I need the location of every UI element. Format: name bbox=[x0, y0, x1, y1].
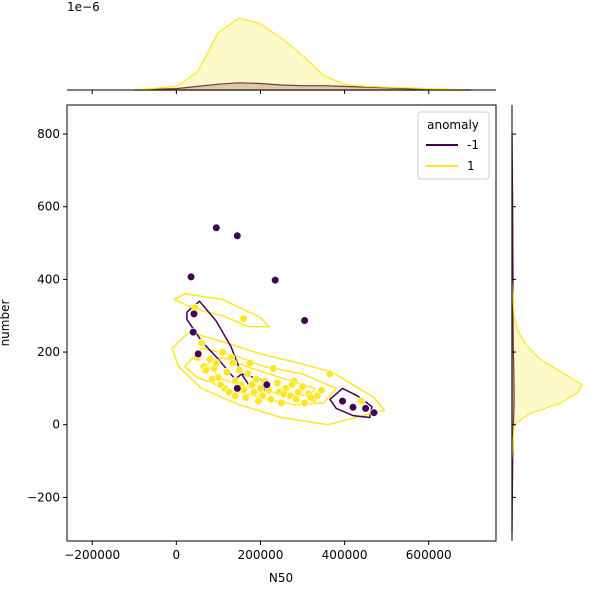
scatter-point-pos1-25 bbox=[266, 395, 276, 404]
top-marginal-density-neg1 bbox=[134, 82, 471, 91]
right-marginal-density-pos1 bbox=[511, 134, 583, 534]
scatter-point-pos1-1 bbox=[239, 314, 248, 323]
scatter-point-pos1-52 bbox=[287, 380, 297, 389]
y-tick-label-4: 600 bbox=[37, 200, 60, 214]
x-tick-label-2: 200000 bbox=[238, 548, 284, 562]
top-marginal-panel: 1e−6 bbox=[67, 0, 496, 91]
x-tick-label-3: 400000 bbox=[322, 548, 368, 562]
scatter-point-pos1-29 bbox=[277, 398, 286, 408]
joint-plot-area: −200000 0 200000 400000 600000 −200 0 200 400 60… bbox=[27, 90, 516, 562]
scatter-point-pos1-5 bbox=[205, 355, 215, 364]
scatter-point-pos1-9 bbox=[222, 367, 231, 377]
kde-contour-pos1-3 bbox=[173, 293, 270, 328]
scatter-point-neg1-5 bbox=[189, 309, 199, 319]
scatter-point-pos1-19 bbox=[250, 387, 259, 397]
scatter-point-neg1-3 bbox=[187, 272, 196, 282]
scatter-point-pos1-22 bbox=[258, 391, 267, 400]
x-axis-label: N50 bbox=[269, 571, 293, 585]
scatter-point-pos1-26 bbox=[269, 364, 278, 373]
scatter-point-neg1-12 bbox=[361, 404, 370, 413]
scatter-point-neg1-2 bbox=[271, 276, 280, 285]
scatter-point-neg1-0 bbox=[212, 223, 221, 232]
x-tick-label-0: −200000 bbox=[64, 548, 120, 562]
scatter-point-pos1-44 bbox=[201, 366, 210, 375]
legend-title: anomaly bbox=[427, 118, 479, 132]
scatter-point-pos1-17 bbox=[245, 358, 255, 368]
scatter-point-neg1-10 bbox=[338, 397, 347, 406]
kde-contour-pos1-0 bbox=[171, 331, 386, 426]
top-marginal-offset-text: 1e−6 bbox=[67, 0, 100, 14]
scatter-point-pos1-50 bbox=[254, 397, 263, 406]
legend-label-pos1: 1 bbox=[467, 159, 475, 173]
scatter-point-neg1-13 bbox=[369, 408, 379, 417]
scatter-point-neg1-8 bbox=[233, 384, 242, 393]
scatter-point-pos1-53 bbox=[306, 393, 316, 402]
y-tick-label-3: 400 bbox=[37, 272, 60, 286]
scatter-point-neg1-4 bbox=[300, 316, 309, 325]
scatter-point-neg1-1 bbox=[233, 231, 242, 240]
scatter-point-pos1-27 bbox=[273, 378, 282, 388]
scatter-point-pos1-45 bbox=[208, 375, 217, 384]
scatter-point-pos1-43 bbox=[212, 358, 221, 368]
plot-frame bbox=[66, 104, 497, 542]
scatter-point-pos1-42 bbox=[357, 397, 366, 406]
scatter-point-pos1-48 bbox=[231, 391, 240, 400]
scatter-point-pos1-34 bbox=[294, 387, 303, 397]
scatter-point-pos1-51 bbox=[279, 389, 288, 399]
y-tick-label-1: 0 bbox=[52, 418, 60, 432]
scatter-point-pos1-35 bbox=[298, 382, 307, 391]
scatter-point-pos1-8 bbox=[218, 348, 227, 357]
scatter-point-neg1-7 bbox=[194, 349, 203, 359]
scatter-point-pos1-47 bbox=[224, 387, 233, 397]
x-tick-label-1: 0 bbox=[173, 548, 181, 562]
scatter-point-pos1-13 bbox=[235, 366, 244, 375]
scatter-point-pos1-2 bbox=[197, 338, 206, 348]
scatter-point-pos1-36 bbox=[300, 398, 309, 408]
legend: anomaly -1 1 bbox=[417, 111, 490, 180]
scatter-point-neg1-6 bbox=[189, 328, 198, 337]
scatter-point-pos1-40 bbox=[317, 386, 326, 395]
legend-label-neg1: -1 bbox=[467, 138, 479, 152]
top-marginal-density-pos1 bbox=[134, 17, 471, 91]
y-tick-label-2: 200 bbox=[37, 345, 60, 359]
scatter-point-pos1-20 bbox=[252, 375, 261, 384]
x-tick-label-4: 600000 bbox=[406, 548, 452, 562]
scatter-point-pos1-41 bbox=[325, 369, 335, 379]
y-tick-label-5: 800 bbox=[37, 127, 60, 141]
scatter-point-neg1-11 bbox=[348, 403, 358, 412]
right-marginal-panel bbox=[511, 105, 583, 541]
y-axis-label: number bbox=[0, 300, 12, 347]
y-tick-label-0: −200 bbox=[27, 490, 60, 504]
scatter-point-neg1-9 bbox=[262, 380, 271, 389]
scatter-point-pos1-11 bbox=[229, 358, 238, 368]
scatter-point-pos1-33 bbox=[292, 395, 301, 404]
scatter-point-pos1-49 bbox=[241, 393, 250, 402]
scatter-point-pos1-16 bbox=[243, 369, 252, 379]
scatter-point-pos1-54 bbox=[216, 380, 225, 389]
